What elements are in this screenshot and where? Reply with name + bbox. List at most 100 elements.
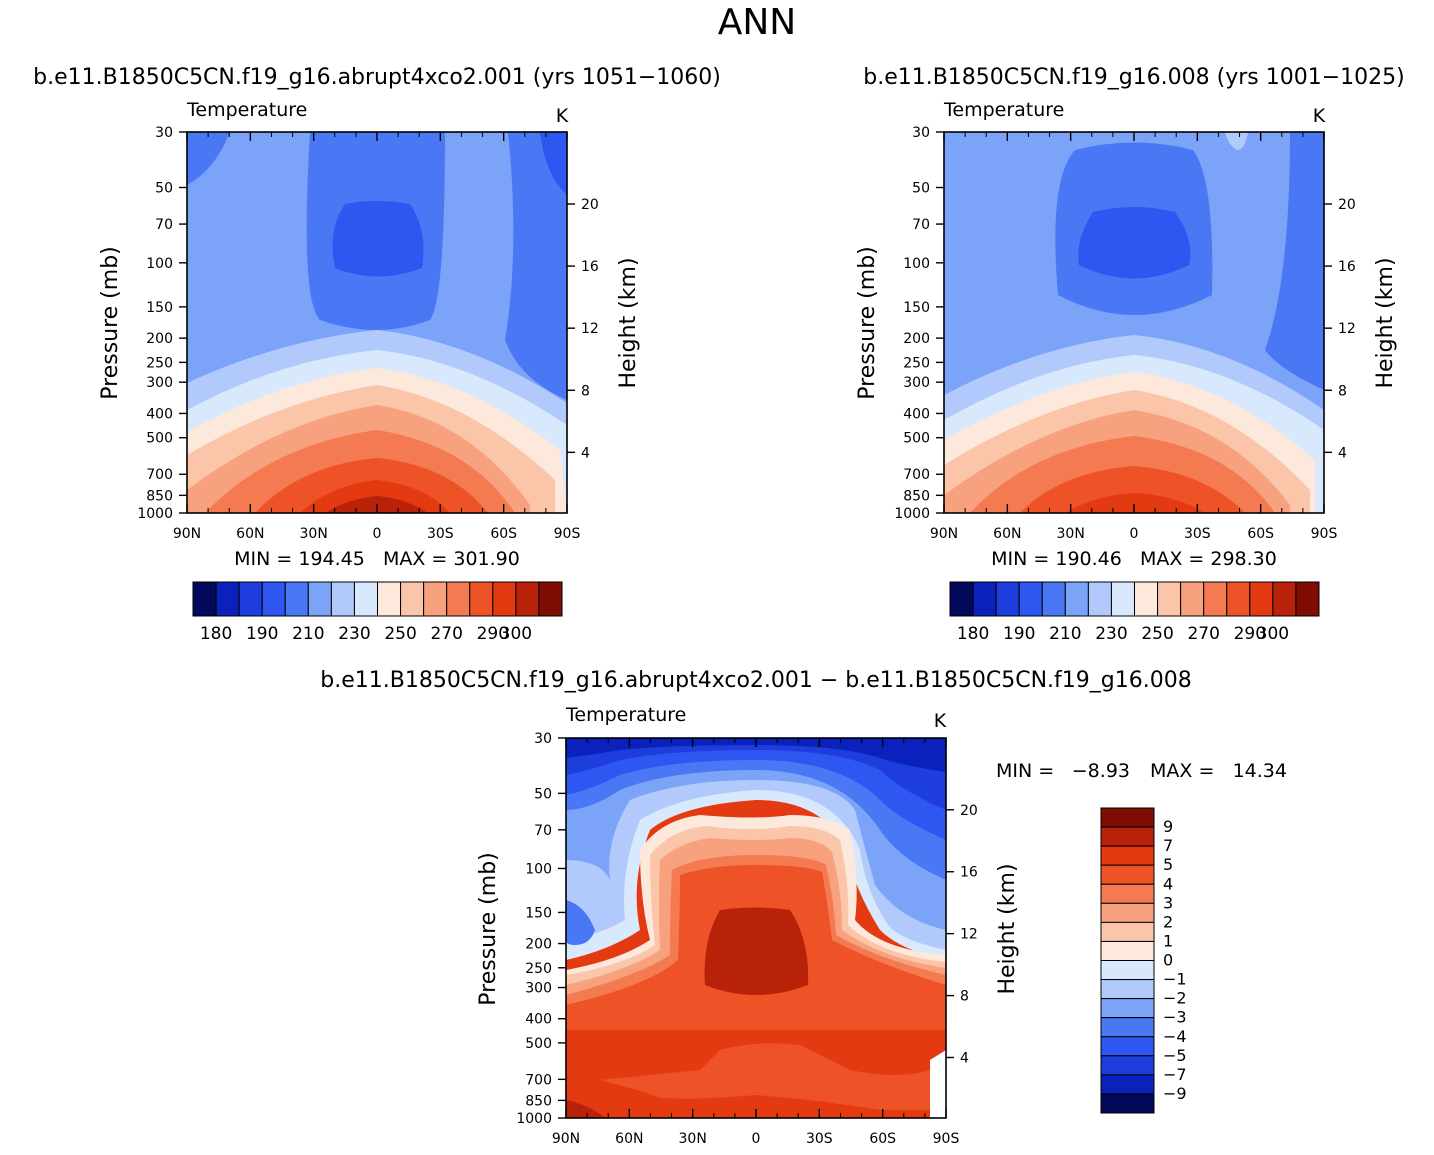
y-tick-label: 850 (146, 488, 173, 504)
field-region (566, 900, 595, 945)
y-tick-label: 70 (155, 217, 173, 233)
y2-tick-label: 20 (1338, 197, 1356, 213)
y2-tick-label: 8 (581, 383, 590, 399)
colorbar-swatch (284, 581, 309, 617)
field-region (566, 738, 946, 772)
panel-3-stats-min-value: −8.93 (1072, 760, 1130, 782)
field-region (1225, 132, 1248, 150)
colorbar-swatch (1100, 1055, 1155, 1076)
y-tick-label: 500 (146, 431, 173, 447)
colorbar-label: 300 (1257, 624, 1289, 644)
x-tick-label: 30N (679, 1131, 707, 1147)
panel-2-ylabel: Pressure (mb) (855, 246, 880, 400)
colorbar-label: −2 (1163, 989, 1187, 1008)
y-tick-label: 50 (155, 181, 173, 197)
colorbar-label: −4 (1163, 1027, 1187, 1046)
colorbar-label: 210 (1049, 624, 1081, 644)
panel-2-stats: MIN = 190.46 MAX = 298.30 (991, 548, 1277, 570)
y-tick-label: 30 (534, 731, 552, 747)
x-tick-label: 60N (615, 1131, 643, 1147)
field-region (540, 132, 567, 195)
y-tick-label: 70 (912, 217, 930, 233)
y2-tick-label: 4 (960, 1051, 969, 1067)
panel-1-subtitle: Temperature (186, 99, 307, 121)
panel-2: b.e11.B1850C5CN.f19_g16.008 (yrs 1001−10… (855, 65, 1405, 644)
colorbar-swatch (1041, 581, 1066, 617)
panel-2-units: K (1313, 105, 1326, 127)
x-tick-label: 60S (1247, 526, 1274, 542)
y-tick-label: 500 (903, 431, 930, 447)
y2-tick-label: 16 (960, 865, 978, 881)
colorbar-swatch (261, 581, 286, 617)
x-tick-label: 0 (373, 526, 382, 542)
y2-tick-label: 20 (960, 803, 978, 819)
panel-3-units: K (934, 710, 947, 732)
colorbar-swatch (1100, 979, 1155, 1000)
field-region (566, 738, 946, 840)
y-tick-label: 200 (903, 331, 930, 347)
y-tick-label: 150 (903, 300, 930, 316)
colorbar-label: −3 (1163, 1008, 1187, 1027)
x-tick-label: 90N (552, 1131, 580, 1147)
y-tick-label: 50 (534, 786, 552, 802)
colorbar-label: 1 (1163, 931, 1173, 950)
x-tick-label: 60N (236, 526, 264, 542)
field-region (704, 907, 809, 995)
colorbar-label: 2 (1163, 912, 1173, 931)
colorbar-swatch (446, 581, 471, 617)
y-tick-label: 1000 (516, 1111, 552, 1127)
colorbar-swatch (1134, 581, 1159, 617)
colorbar-swatch (1018, 581, 1043, 617)
field-region (930, 1050, 946, 1118)
x-tick-label: 30S (1184, 526, 1211, 542)
colorbar-swatch (1087, 581, 1112, 617)
colorbar-label: 5 (1163, 855, 1173, 874)
colorbar-swatch (515, 581, 540, 617)
colorbar-swatch (1100, 1093, 1155, 1114)
x-tick-label: 60S (869, 1131, 896, 1147)
y-tick-label: 150 (525, 905, 552, 921)
y-tick-label: 300 (146, 375, 173, 391)
colorbar-swatch (1100, 1074, 1155, 1095)
x-tick-label: 90S (1311, 526, 1338, 542)
y-tick-label: 400 (146, 406, 173, 422)
y-tick-label: 700 (903, 467, 930, 483)
x-tick-label: 30S (427, 526, 454, 542)
y-tick-label: 30 (912, 125, 930, 141)
colorbar-swatch (1295, 581, 1320, 617)
colorbar-swatch (1100, 921, 1155, 942)
panel-3-subtitle: Temperature (565, 704, 686, 726)
panel-3: b.e11.B1850C5CN.f19_g16.abrupt4xco2.001 … (320, 668, 1287, 1147)
panel-2-axes: 90N 60N 30N 0 30S 60S 90S 30 50 70 100 150 200 250 300… (894, 125, 1356, 542)
y-tick-label: 1000 (894, 506, 930, 522)
panel-3-title: b.e11.B1850C5CN.f19_g16.abrupt4xco2.001 … (320, 668, 1191, 693)
colorbar-swatch (972, 581, 997, 617)
colorbar-label: −5 (1163, 1046, 1187, 1065)
colorbar-label: 9 (1163, 817, 1173, 836)
y-tick-label: 400 (903, 406, 930, 422)
colorbar-swatch (330, 581, 355, 617)
x-tick-label: 60N (993, 526, 1021, 542)
colorbar-label: 180 (957, 624, 989, 644)
y-tick-label: 400 (525, 1012, 552, 1028)
x-tick-label: 30N (300, 526, 328, 542)
colorbar-swatch (1100, 940, 1155, 961)
colorbar-label: 250 (1141, 624, 1173, 644)
colorbar-swatch (192, 581, 217, 617)
y2-tick-label: 8 (1338, 383, 1347, 399)
colorbar-swatch (1100, 845, 1155, 866)
y-tick-label: 850 (903, 488, 930, 504)
colorbar-label: −9 (1163, 1084, 1187, 1103)
y-tick-label: 300 (525, 981, 552, 997)
colorbar-swatch (353, 581, 378, 617)
y2-tick-label: 4 (1338, 445, 1347, 461)
colorbar-label: 270 (1187, 624, 1219, 644)
y2-tick-label: 16 (1338, 259, 1356, 275)
y2-tick-label: 12 (1338, 321, 1356, 337)
y2-tick-label: 12 (581, 321, 599, 337)
panel-1-stats: MIN = 194.45 MAX = 301.90 (234, 548, 520, 570)
panel-1-units: K (556, 105, 569, 127)
colorbar-swatch (1100, 864, 1155, 885)
colorbar-swatch (1249, 581, 1274, 617)
